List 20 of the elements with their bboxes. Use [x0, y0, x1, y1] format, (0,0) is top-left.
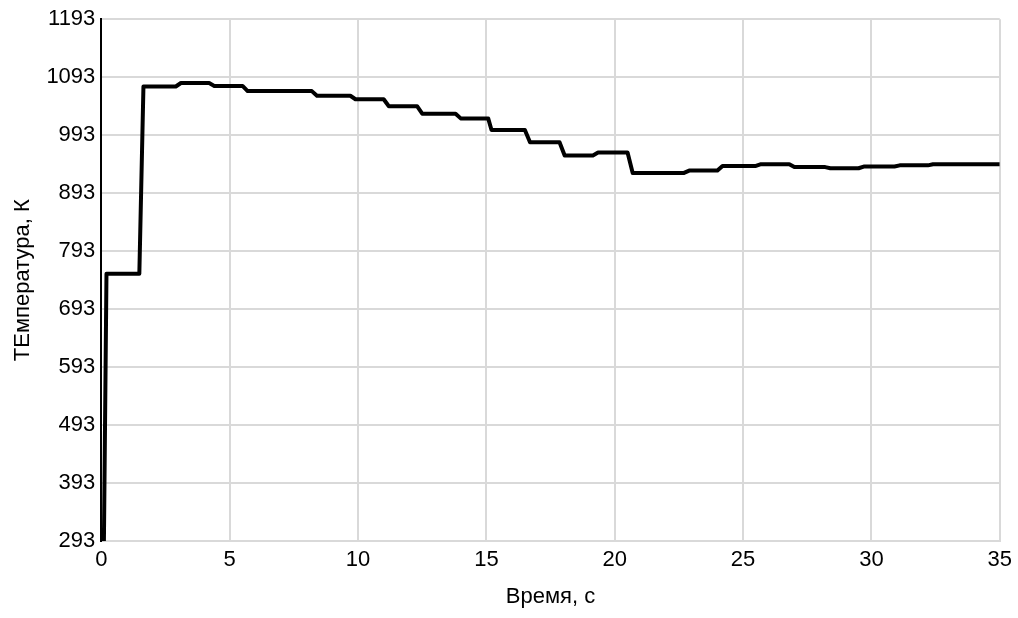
- y-tick-label: 1093: [46, 63, 96, 89]
- x-tick-label: 25: [730, 546, 756, 572]
- y-tick-label: 693: [58, 295, 96, 321]
- y-tick-label: 1193: [48, 5, 96, 31]
- y-tick-label: 793: [58, 237, 96, 263]
- x-axis-title: Время, с: [505, 582, 596, 608]
- y-tick-label: 893: [58, 179, 96, 205]
- y-tick-label: 493: [58, 411, 96, 437]
- x-tick-label: 30: [859, 546, 884, 572]
- x-tick-label: 0: [95, 546, 108, 572]
- y-axis-title: ТЕмпература, К: [9, 199, 35, 362]
- y-tick-label: 293: [58, 527, 96, 553]
- y-tick-label: 393: [58, 469, 96, 495]
- y-tick-label: 993: [58, 121, 96, 147]
- x-tick-label: 35: [987, 546, 1013, 572]
- x-tick-label: 10: [345, 546, 371, 572]
- x-tick-label: 15: [474, 546, 499, 572]
- x-tick-label: 20: [602, 546, 627, 572]
- y-tick-label: 593: [58, 353, 96, 379]
- x-tick-label: 5: [223, 546, 236, 572]
